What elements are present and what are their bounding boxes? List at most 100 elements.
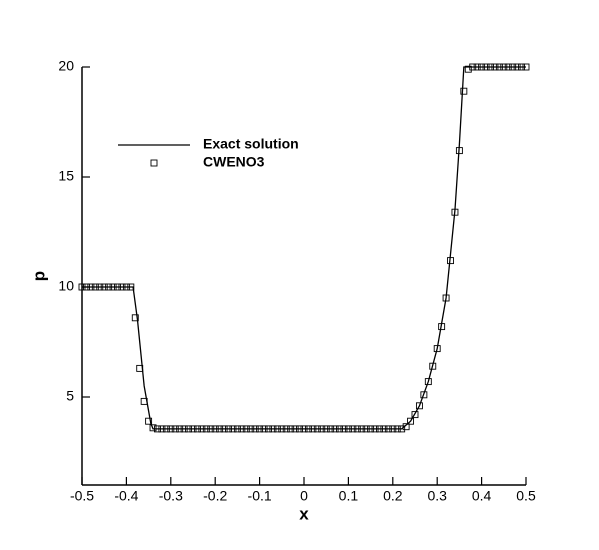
- square-marker: [282, 425, 290, 433]
- x-tick-label: 0.4: [472, 488, 492, 504]
- square-marker: [331, 425, 339, 433]
- square-marker: [513, 63, 521, 71]
- x-tick-label: -0.2: [203, 488, 227, 504]
- y-axis-title: p: [29, 271, 48, 281]
- y-tick-label: 15: [58, 168, 74, 184]
- square-marker: [478, 63, 486, 71]
- square-marker: [145, 417, 153, 425]
- square-marker: [193, 425, 201, 433]
- square-marker: [304, 425, 312, 433]
- x-tick-label: 0.5: [516, 488, 536, 504]
- square-marker: [216, 425, 224, 433]
- square-marker: [220, 425, 228, 433]
- square-marker: [100, 283, 108, 291]
- square-marker: [380, 425, 388, 433]
- square-marker: [420, 391, 428, 399]
- square-marker: [460, 87, 468, 95]
- square-marker: [256, 425, 264, 433]
- square-marker: [189, 425, 197, 433]
- square-marker: [247, 425, 255, 433]
- x-axis-title: x: [299, 504, 309, 523]
- square-marker: [229, 425, 237, 433]
- square-marker: [242, 425, 250, 433]
- square-marker: [504, 63, 512, 71]
- square-marker: [336, 425, 343, 433]
- square-marker: [140, 397, 148, 405]
- square-marker: [464, 65, 472, 73]
- square-marker: [287, 425, 295, 433]
- y-tick-label: 5: [66, 388, 74, 404]
- legend-label: Exact solution: [203, 136, 299, 152]
- square-marker: [433, 345, 441, 353]
- exact-line: [82, 66, 526, 430]
- square-marker: [500, 63, 508, 71]
- square-marker: [384, 425, 392, 433]
- square-marker: [495, 63, 503, 71]
- square-marker: [407, 417, 415, 425]
- square-marker: [118, 283, 126, 291]
- square-marker: [438, 323, 446, 331]
- square-marker: [136, 364, 144, 372]
- square-marker: [447, 257, 454, 265]
- square-marker: [91, 283, 99, 291]
- square-marker: [96, 283, 104, 291]
- square-marker: [300, 425, 308, 433]
- square-marker: [393, 425, 401, 433]
- square-marker: [509, 63, 517, 71]
- square-marker: [162, 425, 170, 433]
- square-marker: [473, 63, 481, 71]
- square-marker: [327, 425, 335, 433]
- square-marker: [131, 314, 139, 322]
- square-marker: [82, 283, 90, 291]
- x-tick-label: -0.5: [70, 488, 94, 504]
- square-marker: [309, 425, 317, 433]
- x-tick-label: 0.3: [427, 488, 447, 504]
- square-marker: [296, 425, 304, 433]
- square-marker: [518, 63, 526, 71]
- square-marker: [105, 283, 113, 291]
- square-marker: [185, 425, 193, 433]
- square-marker: [167, 425, 175, 433]
- square-marker: [487, 63, 494, 71]
- y-tick-label: 20: [58, 58, 74, 74]
- square-marker: [451, 208, 459, 216]
- square-marker: [429, 362, 437, 370]
- square-marker: [402, 423, 410, 431]
- square-marker: [353, 425, 361, 433]
- square-marker: [371, 425, 379, 433]
- square-marker: [114, 283, 121, 291]
- square-marker: [469, 63, 477, 71]
- x-tick-label: -0.3: [159, 488, 183, 504]
- square-marker: [180, 425, 188, 433]
- square-marker: [291, 425, 299, 433]
- square-marker: [251, 425, 259, 433]
- square-marker: [376, 425, 383, 433]
- square-marker: [349, 425, 357, 433]
- y-tick-label: 10: [58, 278, 74, 294]
- square-marker: [78, 283, 86, 291]
- square-marker: [491, 63, 499, 71]
- square-marker: [358, 425, 366, 433]
- square-marker: [154, 425, 161, 433]
- square-marker: [171, 425, 179, 433]
- x-tick-label: 0.2: [383, 488, 403, 504]
- square-marker: [109, 283, 117, 291]
- legend-label: CWENO3: [203, 154, 265, 170]
- square-marker: [344, 425, 352, 433]
- square-marker: [198, 425, 206, 433]
- square-marker: [211, 425, 219, 433]
- square-marker: [415, 402, 423, 410]
- square-marker: [522, 63, 530, 71]
- square-marker: [122, 283, 130, 291]
- square-marker: [340, 425, 348, 433]
- square-marker: [362, 425, 370, 433]
- square-marker: [411, 411, 419, 419]
- square-marker: [202, 425, 210, 433]
- square-marker: [149, 424, 157, 432]
- square-marker: [260, 425, 268, 433]
- square-marker: [87, 283, 95, 291]
- square-marker: [322, 425, 330, 433]
- x-tick-label: -0.1: [248, 488, 272, 504]
- square-marker: [455, 147, 463, 155]
- x-tick-label: -0.4: [114, 488, 138, 504]
